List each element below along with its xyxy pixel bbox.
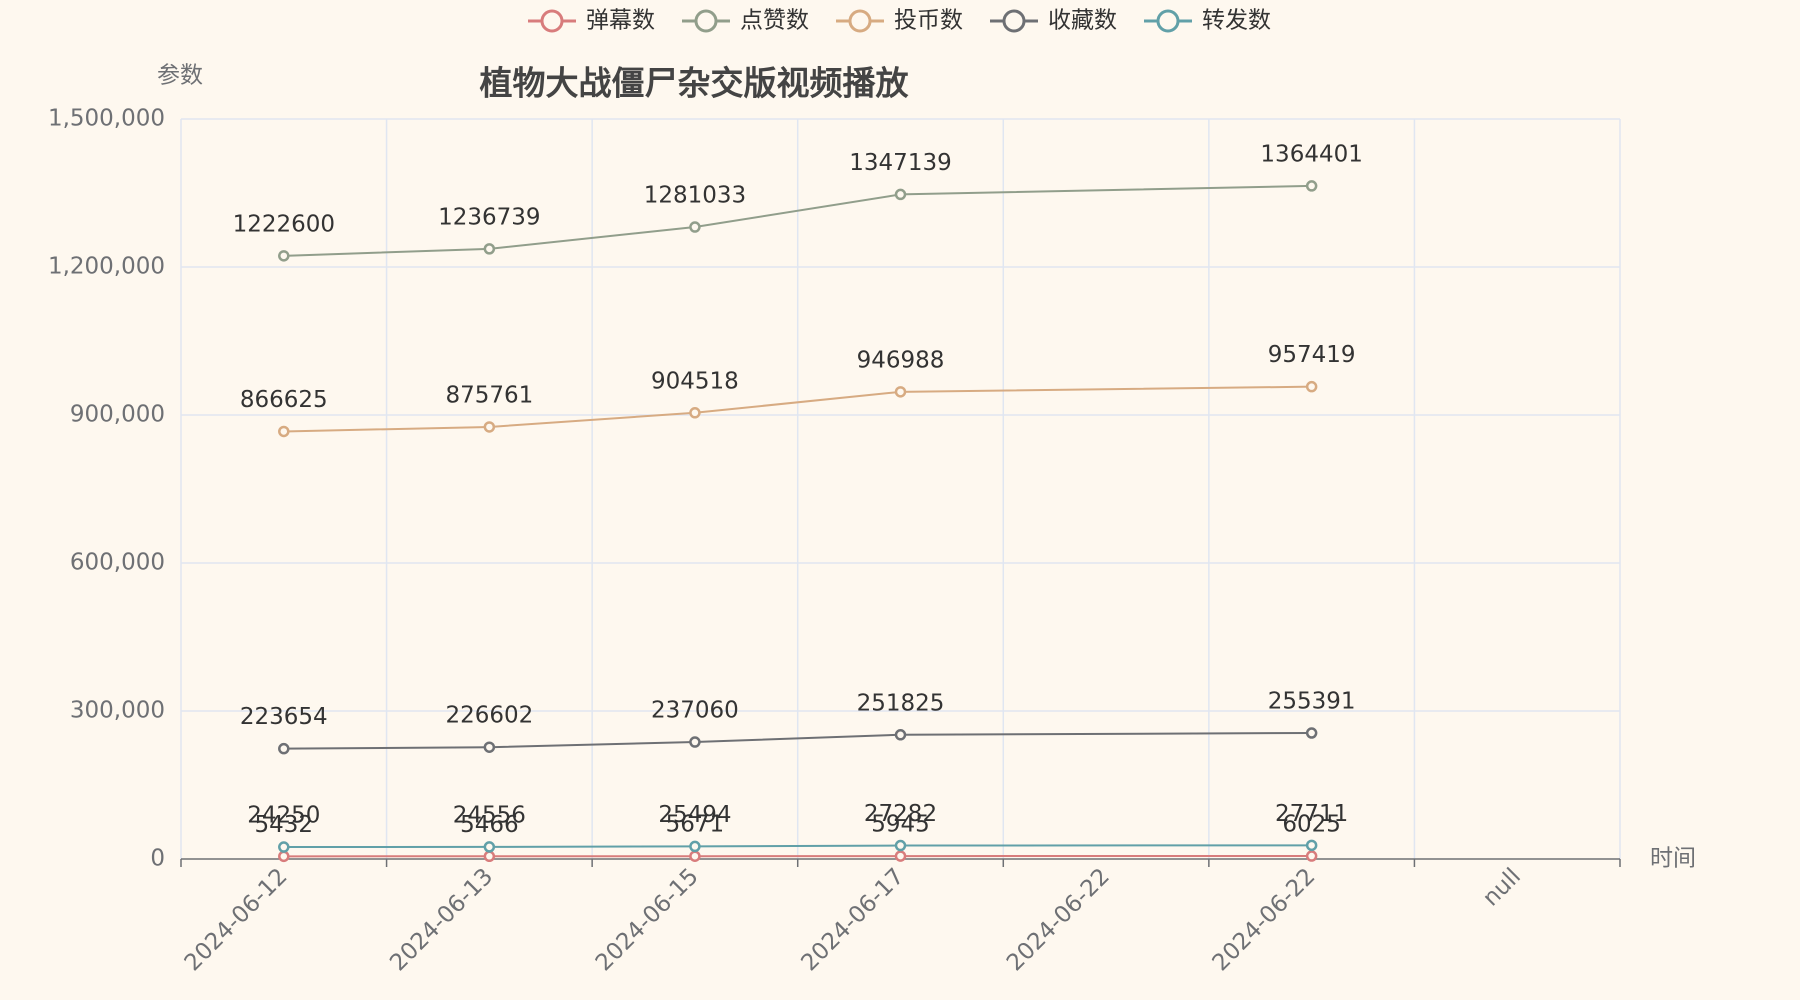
data-point — [278, 250, 290, 262]
data-label: 237060 — [651, 698, 739, 724]
y-tick-label: 300,000 — [70, 698, 165, 724]
legend-label: 收藏数 — [1048, 8, 1117, 34]
data-point — [1305, 839, 1318, 852]
y-axis-label: 参数 — [157, 63, 203, 89]
data-label: 904518 — [651, 368, 739, 394]
x-tick-label: 2024-06-13 — [385, 863, 498, 976]
data-label: 27711 — [1275, 801, 1348, 827]
data-label: 866625 — [240, 387, 328, 413]
legend-marker — [848, 9, 872, 33]
data-label: 1347139 — [849, 150, 951, 176]
data-label: 24250 — [247, 803, 320, 829]
legend-marker — [540, 9, 564, 33]
data-point — [894, 386, 907, 398]
data-point — [483, 741, 496, 753]
data-point — [278, 850, 290, 863]
legend: 弹幕数 点赞数 投币数 收藏数 转发数 — [528, 8, 1271, 34]
legend-label: 弹幕数 — [586, 8, 655, 34]
data-point — [483, 841, 496, 853]
data-point — [894, 188, 907, 201]
data-point — [689, 736, 701, 748]
data-point — [689, 840, 701, 853]
data-label: 1281033 — [644, 183, 746, 209]
legend-marker — [1002, 9, 1026, 33]
data-point — [894, 850, 907, 862]
y-tick-label: 1,500,000 — [48, 106, 165, 132]
data-label: 946988 — [857, 347, 945, 373]
data-point — [483, 850, 496, 863]
data-label: 875761 — [445, 382, 533, 408]
data-label: 226602 — [445, 703, 533, 729]
data-label: 5432 — [255, 812, 314, 838]
data-label: 255391 — [1268, 689, 1356, 715]
legend-marker — [1156, 9, 1180, 33]
chart-title: 植物大战僵尸杂交版视频播放 — [480, 64, 910, 103]
data-label: 25494 — [658, 802, 731, 828]
x-tick-label: 2024-06-22 — [1002, 863, 1115, 976]
data-label: 223654 — [240, 704, 328, 730]
legend-label: 投币数 — [894, 8, 963, 34]
legend-label: 点赞数 — [740, 8, 809, 34]
data-label: 5945 — [871, 812, 930, 838]
data-label: 957419 — [1268, 342, 1356, 368]
data-point — [894, 729, 907, 741]
x-tick-label: 2024-06-22 — [1208, 863, 1321, 976]
data-point — [689, 407, 701, 419]
data-label: 251825 — [857, 690, 945, 716]
data-label: 5671 — [666, 812, 725, 838]
data-point — [1305, 850, 1318, 862]
data-label: 1236739 — [438, 204, 540, 230]
data-point — [278, 841, 290, 853]
data-point — [278, 742, 290, 755]
data-point — [1305, 727, 1318, 739]
data-label: 6025 — [1282, 812, 1341, 838]
data-label: 24556 — [453, 802, 526, 828]
x-tick-label: 2024-06-12 — [180, 863, 293, 976]
data-label: 27282 — [864, 801, 937, 827]
data-point — [689, 221, 701, 233]
y-tick-label: 1,200,000 — [48, 254, 165, 280]
data-point — [483, 243, 496, 255]
x-tick-label: 2024-06-15 — [591, 863, 704, 976]
y-tick-label: 900,000 — [70, 402, 165, 428]
data-label: 5466 — [460, 812, 519, 838]
data-label: 1222600 — [233, 211, 335, 237]
data-point — [483, 421, 496, 433]
data-point — [1305, 180, 1318, 192]
data-point — [689, 850, 701, 862]
series-line — [283, 844, 1312, 849]
x-tick-label: 2024-06-17 — [796, 863, 909, 976]
legend-label: 转发数 — [1202, 8, 1271, 34]
data-point — [894, 839, 907, 852]
data-point — [278, 425, 290, 438]
y-tick-label: 600,000 — [70, 550, 165, 576]
x-axis-label: 时间 — [1650, 846, 1696, 872]
data-point — [1305, 380, 1318, 393]
x-tick-label: null — [1478, 863, 1526, 911]
data-label: 1364401 — [1260, 141, 1362, 167]
legend-marker — [694, 9, 718, 33]
y-tick-label: 0 — [150, 846, 165, 872]
